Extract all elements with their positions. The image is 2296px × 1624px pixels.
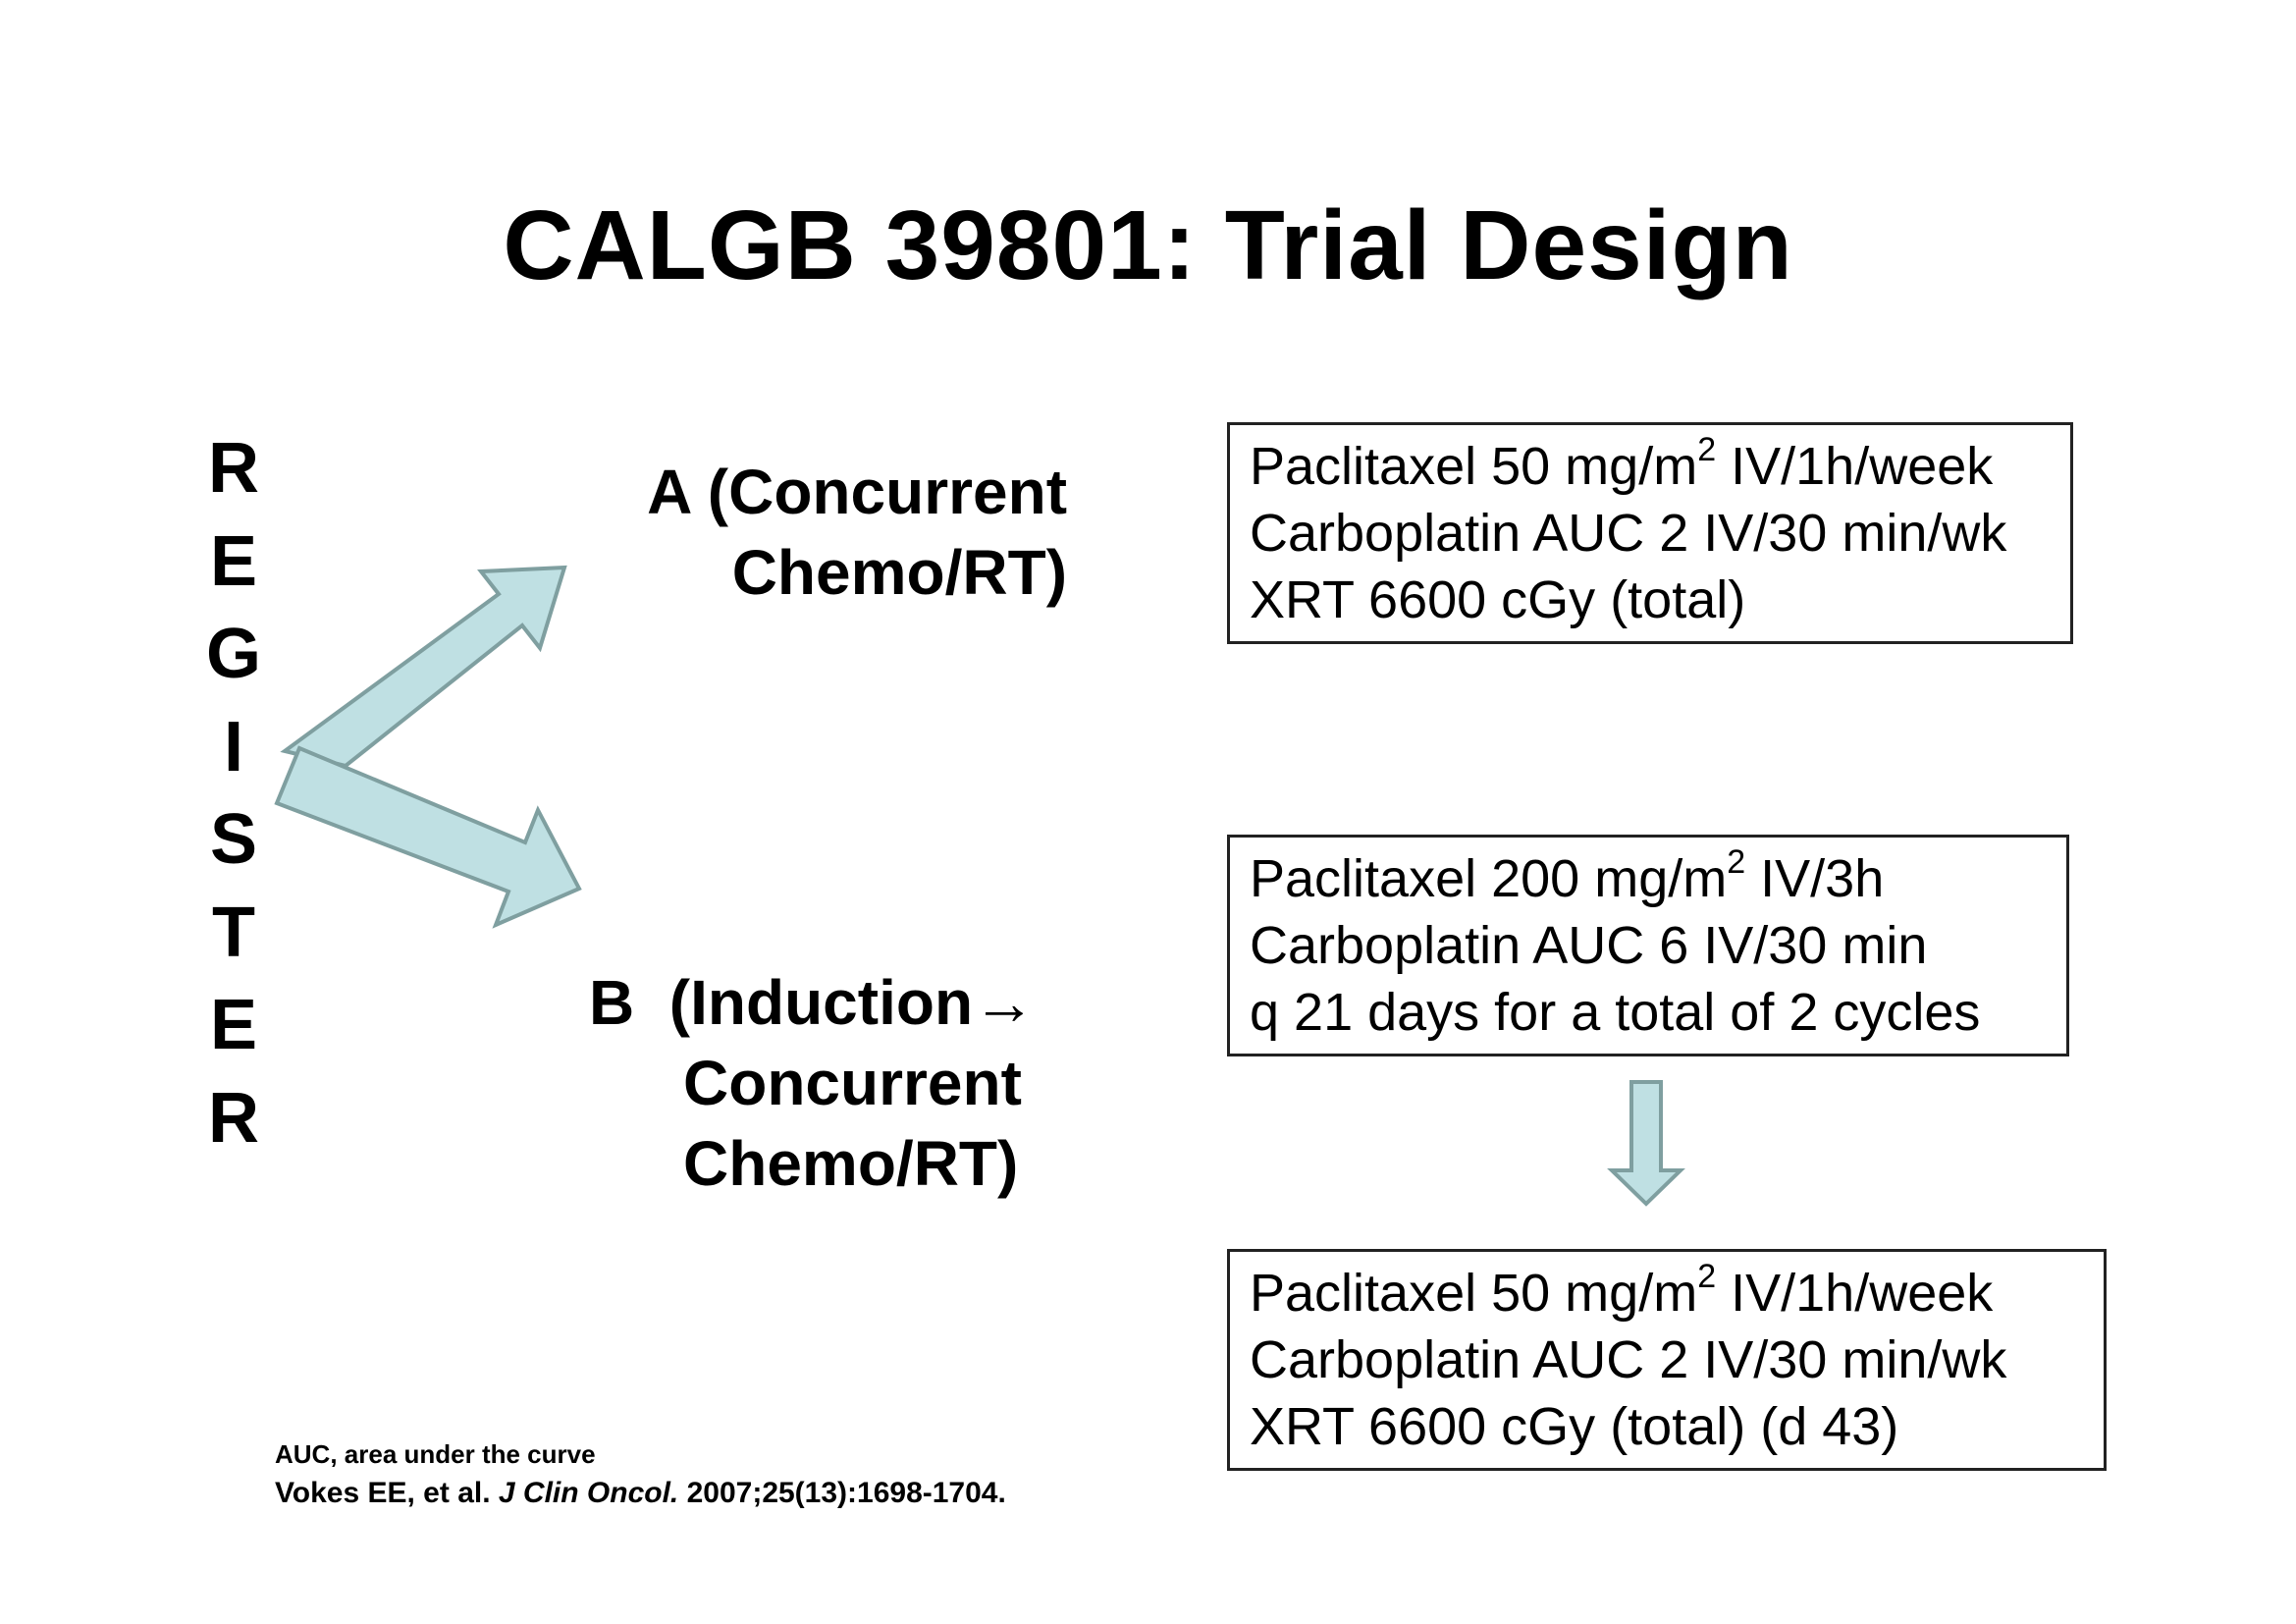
superscript: 2 — [1697, 431, 1717, 468]
arm-a-line1: A (Concurrent — [647, 457, 1067, 527]
regimen-text: IV/1h/week — [1716, 1264, 1994, 1323]
regimen-line: Paclitaxel 50 mg/m2 IV/1h/week — [1250, 433, 2070, 500]
register-letter: S — [209, 800, 258, 879]
register-letter: R — [208, 429, 259, 508]
reference-authors: Vokes EE, et al. — [275, 1477, 499, 1509]
reference-details: 2007;25(13):1698-1704. — [678, 1477, 1006, 1509]
regimen-text: Paclitaxel 50 mg/m — [1250, 437, 1698, 496]
right-arrow-icon: → — [973, 967, 1037, 1038]
regimen-line: Carboplatin AUC 6 IV/30 min — [1250, 916, 1928, 975]
register-letter: R — [208, 1078, 259, 1158]
register-letter: G — [205, 615, 261, 693]
regimen-line: Carboplatin AUC 2 IV/30 min/wk — [1250, 504, 2007, 563]
reference-journal: J Clin Oncol. — [498, 1477, 679, 1509]
down-arrow-icon — [1607, 1080, 1685, 1207]
abbreviation-footnote: AUC, area under the curve — [275, 1439, 596, 1469]
superscript: 2 — [1727, 843, 1746, 881]
register-letter: I — [223, 707, 243, 786]
register-letter: E — [209, 986, 258, 1064]
reference-footnote: Vokes EE, et al. J Clin Oncol. 2007;25(1… — [275, 1477, 1006, 1510]
arm-b-line1: (Induction — [668, 967, 974, 1038]
register-vertical-label: R E G I S T E R — [194, 422, 273, 1164]
regimen-line: Paclitaxel 200 mg/m2 IV/3h — [1250, 845, 2066, 912]
regimen-line: Paclitaxel 50 mg/m2 IV/1h/week — [1250, 1260, 2104, 1326]
arm-a-line2: Chemo/RT) — [731, 537, 1067, 608]
arm-b-concurrent-box: Paclitaxel 50 mg/m2 IV/1h/week Carboplat… — [1227, 1249, 2107, 1471]
arm-a-arrow-icon — [280, 565, 567, 769]
regimen-text: Paclitaxel 50 mg/m — [1250, 1264, 1698, 1323]
slide-title: CALGB 39801: Trial Design — [503, 190, 1793, 300]
regimen-line: XRT 6600 cGy (total) — [1250, 570, 1746, 629]
arm-a-label: A (Concurrent Chemo/RT) — [647, 452, 1067, 613]
regimen-line: q 21 days for a total of 2 cycles — [1250, 983, 1981, 1042]
arm-b-line3: Chemo/RT) — [683, 1128, 1019, 1199]
arm-b-induction-box: Paclitaxel 200 mg/m2 IV/3h Carboplatin A… — [1227, 835, 2069, 1056]
register-letter: T — [212, 893, 255, 972]
arm-a-regimen-box: Paclitaxel 50 mg/m2 IV/1h/week Carboplat… — [1227, 422, 2073, 644]
superscript: 2 — [1697, 1258, 1717, 1295]
regimen-line: XRT 6600 cGy (total) (d 43) — [1250, 1397, 1899, 1456]
regimen-text: Paclitaxel 200 mg/m — [1250, 849, 1728, 908]
arm-b-letter: B — [589, 967, 635, 1038]
register-letter: E — [209, 521, 258, 601]
arm-b-line2: Concurrent — [683, 1048, 1022, 1118]
arm-b-label: B (Induction→ Concurrent Chemo/RT) — [589, 962, 1036, 1204]
regimen-text: IV/3h — [1745, 849, 1885, 908]
arm-b-arrow-icon — [274, 745, 582, 929]
regimen-text: IV/1h/week — [1716, 437, 1994, 496]
regimen-line: Carboplatin AUC 2 IV/30 min/wk — [1250, 1330, 2007, 1389]
